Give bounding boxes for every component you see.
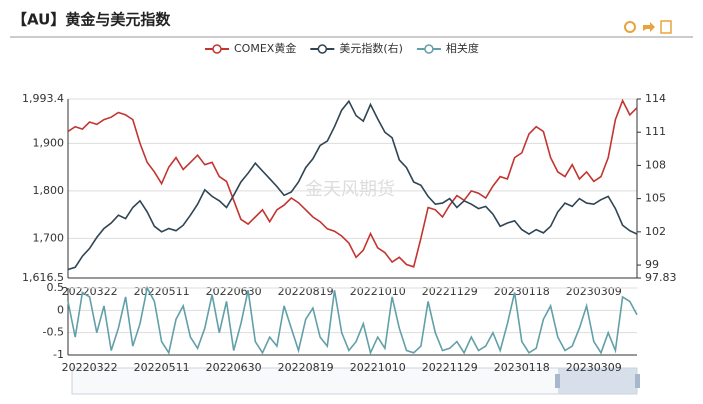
- x-tick-label: 20220511: [134, 285, 190, 298]
- x-tick-label: 20220322: [62, 361, 118, 374]
- zoom-handle[interactable]: [555, 374, 560, 388]
- x-tick-label: 20220630: [206, 285, 262, 298]
- y-tick-label: 1,700: [33, 231, 65, 244]
- y-tick-label: -1: [53, 348, 64, 361]
- x-tick-label: 20230118: [494, 361, 550, 374]
- refresh-icon[interactable]: [624, 21, 636, 33]
- toolbox[interactable]: [624, 20, 672, 34]
- zoom-window[interactable]: [558, 368, 637, 394]
- x-tick-label: 20230309: [566, 361, 622, 374]
- x-tick-label: 20221010: [350, 285, 406, 298]
- y2-tick-label: 111: [645, 125, 666, 138]
- chart-title: 【AU】黄金与美元指数: [12, 11, 171, 29]
- series-line: [67, 99, 638, 271]
- y-tick-label: 1,800: [33, 184, 65, 197]
- legend-swatch: [212, 44, 222, 54]
- legend-label: COMEX黄金: [234, 41, 296, 55]
- x-tick-label: 20220511: [134, 361, 190, 374]
- legend-swatch: [317, 44, 328, 54]
- y2-tick-label: 114: [645, 92, 666, 105]
- x-tick-label: 20221010: [350, 361, 406, 374]
- y2-tick-label: 99: [645, 258, 659, 271]
- legend-label: 相关度: [446, 41, 479, 55]
- y-tick-label: 1,900: [33, 136, 65, 149]
- y-tick-label: 1,993.4: [22, 92, 64, 105]
- data-zoom[interactable]: [71, 367, 640, 395]
- y2-tick-label: 97.83: [645, 271, 677, 284]
- y-tick-label: 1,616.5: [22, 271, 64, 284]
- save-icon[interactable]: [660, 20, 672, 34]
- x-tick-label: 20230118: [494, 285, 550, 298]
- series-line: [67, 98, 638, 268]
- share-icon[interactable]: [643, 22, 655, 32]
- legend-label: 美元指数(右): [339, 41, 403, 55]
- zoom-handle[interactable]: [635, 374, 640, 388]
- y-tick-label: -0.5: [43, 326, 64, 339]
- series-line: [67, 285, 638, 356]
- watermark: 金天风期货: [305, 179, 395, 200]
- x-tick-label: 20220819: [278, 285, 334, 298]
- x-tick-label: 20230309: [566, 285, 622, 298]
- legend-swatch: [424, 44, 434, 54]
- x-tick-label: 20220819: [278, 361, 334, 374]
- y2-tick-label: 105: [645, 192, 666, 205]
- x-tick-label: 20221129: [422, 285, 478, 298]
- y2-tick-label: 102: [645, 225, 666, 238]
- y-tick-label: 0: [57, 303, 64, 316]
- y2-tick-label: 108: [645, 158, 666, 171]
- x-tick-label: 20220630: [206, 361, 262, 374]
- y-tick-label: 0.5: [47, 281, 65, 294]
- x-tick-label: 20221129: [422, 361, 478, 374]
